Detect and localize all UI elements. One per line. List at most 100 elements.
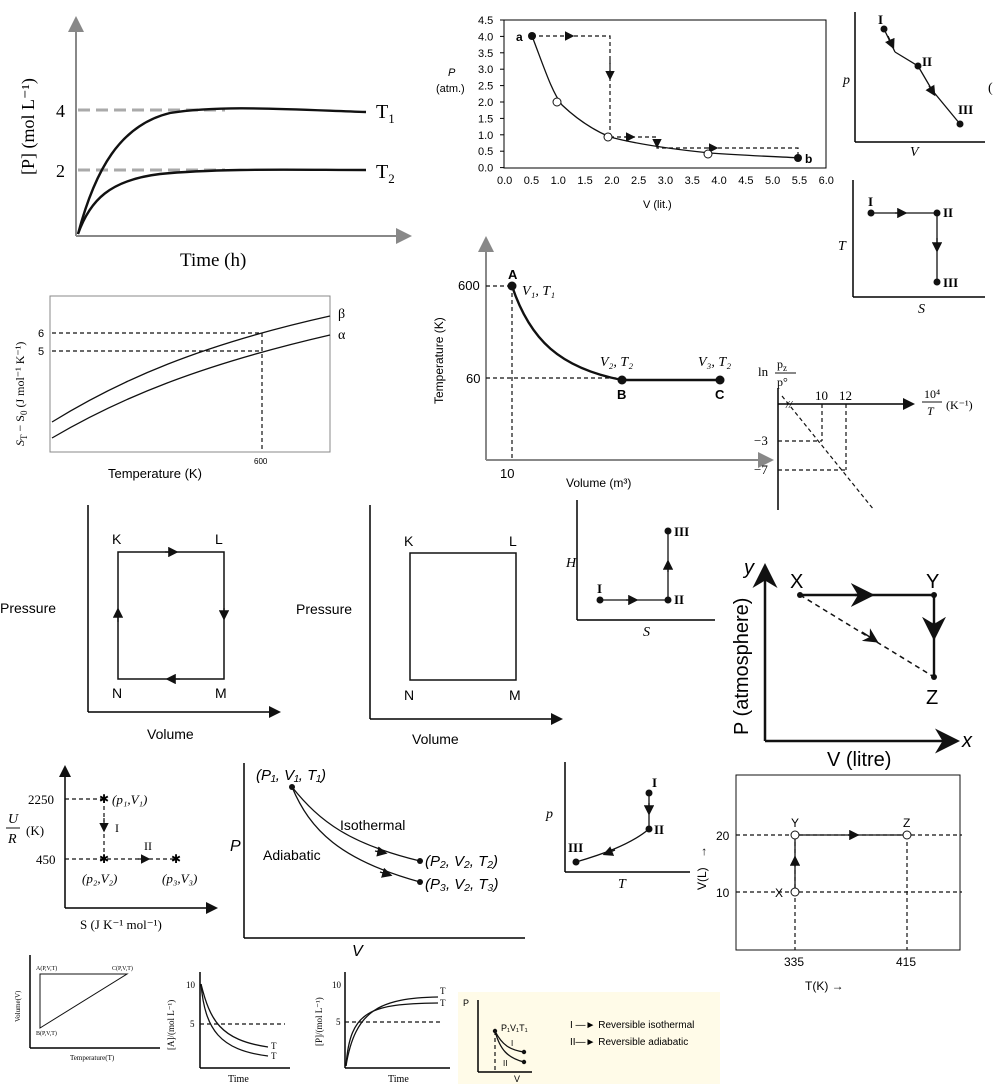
tick-60: 60 <box>466 371 480 386</box>
x-axis-label: Time <box>228 1074 249 1085</box>
arrow-2 <box>925 84 936 97</box>
label-b: B(P,V,T) <box>36 1030 57 1037</box>
diagram-reversible-processes: P₁V₁T₁ I II P V I —► Reversible isotherm… <box>458 992 720 1084</box>
tick-labels: 4.5 4.0 3.5 3.0 2.5 2.0 1.5 1.0 0.5 0.0 0.0 0.5 1.0 1… <box>478 15 834 187</box>
y-axis-label: T <box>838 239 847 254</box>
label-ii: II <box>922 54 932 69</box>
label-t1: T <box>440 986 446 996</box>
cycle-rect <box>409 552 517 681</box>
curve-beta <box>51 315 331 423</box>
tick-4: 4 <box>56 101 65 121</box>
point-z <box>902 830 912 840</box>
x-axis-label: S (J K⁻¹ mol⁻¹) <box>80 917 162 932</box>
x-axis-label: V <box>352 943 364 960</box>
label-x: X <box>790 571 803 593</box>
process-curve <box>510 285 720 382</box>
x-axis-label: Time <box>388 1074 409 1085</box>
point-x <box>797 592 803 598</box>
tick-10: 10 <box>716 886 730 900</box>
point-z <box>931 674 937 680</box>
x-tick-label: 5.5 <box>792 175 807 187</box>
label-m: M <box>509 687 521 703</box>
label-z: Z <box>926 687 938 709</box>
label-c: C <box>715 387 725 402</box>
y-tick-label: 3.5 <box>478 48 493 60</box>
label-a: A <box>508 267 518 282</box>
point-open-3 <box>703 149 713 159</box>
tick-450: 450 <box>36 852 56 867</box>
diagram-pv-xyz: X Y Z y x P (atmosphere) V (litre) <box>731 557 973 771</box>
x-tick-label: 5.0 <box>765 175 780 187</box>
x-tick-label: 6.0 <box>819 175 834 187</box>
plot-frame <box>503 19 827 169</box>
tick-minus-3: −3 <box>754 433 768 448</box>
label-alpha: α <box>338 328 346 343</box>
label-start: P₁V₁T₁ <box>501 1023 528 1033</box>
y-denominator: p° <box>777 375 788 389</box>
x-axis-label: Volume (m³) <box>566 476 631 490</box>
x-tick-label: 4.0 <box>711 175 726 187</box>
isotherm-curve <box>531 35 799 159</box>
y-axis-label: P <box>230 838 241 855</box>
x-tick-label: 2.0 <box>604 175 619 187</box>
path-xz <box>799 594 935 678</box>
diagram-internal-energy-vs-entropy: ✱ ✱ ✱ (p₁,V₁) (p₂,V₂) (p₃,V₃) I II 2250 … <box>6 765 218 932</box>
label-l: L <box>509 533 517 549</box>
state-ii <box>664 596 672 604</box>
y-axis-label: Pressure <box>296 601 352 617</box>
label-ii: II <box>943 205 953 220</box>
x-axis-label: S <box>918 302 925 317</box>
label-i: I <box>597 581 602 596</box>
diagram-pt-three-states: I II III p T <box>545 762 690 892</box>
label-b: b <box>805 152 812 166</box>
process-path <box>883 28 961 125</box>
diagram-product-vs-time-small: 10 5 T T Time [P]/(mol L⁻¹) <box>314 972 450 1085</box>
y-tick-label: 1.0 <box>478 130 493 142</box>
x-axis-label: T <box>618 877 627 892</box>
diagram-pv-three-states: I II III p V ( <box>842 12 993 160</box>
y-axis-label: [P] (mol L⁻¹) <box>18 78 39 175</box>
state-ii <box>933 209 941 217</box>
curve-t1 <box>200 983 269 1048</box>
process-path <box>871 212 938 282</box>
x-axis-label: Time (h) <box>180 250 246 271</box>
diagram-pv-cycle-plain: K L M N Pressure Volume <box>296 505 563 747</box>
label-ii: II <box>654 822 664 837</box>
y-label-r: R <box>7 832 17 847</box>
state-i <box>645 789 653 797</box>
label-x: X <box>775 886 783 900</box>
x-tick-label: 4.5 <box>738 175 753 187</box>
curve-t1 <box>76 107 367 235</box>
diagram-volume-temperature-triangle: A(P,V,T) B(P,V,T) C(P,V,T) Temperature(T… <box>14 955 160 1062</box>
y-tick-label: 2.0 <box>478 97 493 109</box>
diagram-ln-pressure-vs-inverse-t: // 10 12 −3 −7 ln pz p° 10⁴ T (K⁻¹) <box>754 357 973 511</box>
label-i: I <box>652 775 657 790</box>
diagram-volume-vs-temperature-xyz: X Y Z 20 10 335 415 T(K) → V(L) → <box>695 774 962 993</box>
x-tick-label: 1.5 <box>577 175 592 187</box>
label-y: Y <box>926 571 939 593</box>
y-axis-label: ST − S0 (J mol⁻¹ K⁻¹) <box>13 342 29 446</box>
label-t2: T <box>440 998 446 1008</box>
plot-frame <box>735 774 961 951</box>
tick-10: 10 <box>186 980 196 990</box>
state-i <box>867 209 875 217</box>
diagram-product-vs-time: 4 2 T1 T2 [P] (mol L⁻¹) Time (h) <box>18 16 412 271</box>
state-ii <box>645 825 653 833</box>
state-iii <box>956 120 964 128</box>
arrow-1 <box>885 35 895 50</box>
diagram-pv-cycle-arrows: K L M N Pressure Volume <box>0 505 281 742</box>
diagram-reactant-vs-time: 10 5 T T Time [A]/(mol L⁻¹) <box>166 972 290 1085</box>
edge-fragment: ( <box>988 81 993 96</box>
panel-background <box>458 992 720 1084</box>
y-label-k: (K) <box>26 823 44 838</box>
label-a: A(P,V,T) <box>36 965 57 972</box>
tick-6: 6 <box>38 328 44 340</box>
arrow-iso <box>374 846 388 857</box>
tick-600: 600 <box>458 278 480 293</box>
state-iii <box>664 527 672 535</box>
y-tick-label: 1.5 <box>478 113 493 125</box>
curve-t2 <box>76 168 367 235</box>
y-tick-label: 0.0 <box>478 163 493 175</box>
point-end-adi <box>417 879 423 885</box>
label-ii: II <box>503 1059 507 1068</box>
